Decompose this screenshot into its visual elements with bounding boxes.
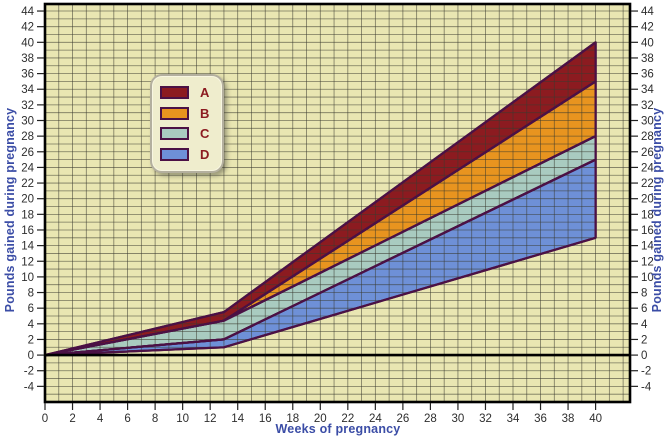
x-tick-label: 24 [369, 413, 382, 425]
y-tick-label-right: 40 [641, 37, 654, 49]
y-tick-label-right: -2 [641, 366, 651, 378]
y-tick-label-left: 28 [21, 131, 34, 143]
y-tick-label-left: 40 [21, 37, 34, 49]
legend-label: A [200, 85, 210, 101]
y-tick-label-left: -4 [24, 381, 35, 393]
y-tick-label-left: 38 [21, 53, 34, 65]
y-tick-label-left: 18 [21, 209, 34, 221]
y-tick-label-right: 8 [641, 288, 647, 300]
legend-swatch-C [160, 127, 189, 141]
y-tick-label-left: 10 [21, 272, 34, 284]
y-tick-label-left: -2 [24, 366, 34, 378]
y-tick-label-left: 2 [28, 334, 34, 346]
y-tick-label-right: 10 [641, 272, 654, 284]
y-tick-label-left: 6 [28, 303, 34, 315]
x-tick-label: 40 [589, 413, 602, 425]
y-tick-label-right: 26 [641, 147, 654, 159]
legend-label: C [200, 126, 210, 142]
x-tick-label: 12 [204, 413, 217, 425]
x-tick-label: 4 [97, 413, 104, 425]
y-tick-label-left: 44 [21, 6, 34, 18]
legend-swatch-B [160, 106, 189, 120]
y-tick-label-left: 4 [28, 319, 35, 331]
tick-marks [37, 10, 638, 410]
y-tick-label-left: 24 [21, 162, 34, 174]
x-tick-label: 18 [286, 413, 299, 425]
legend-item-B: B [160, 106, 214, 121]
y-axis-title-left: Pounds gained during pregnancy [3, 107, 17, 313]
y-tick-label-left: 32 [21, 100, 34, 112]
band-boundary-lines [44, 41, 597, 357]
y-tick-label-left: 20 [21, 194, 34, 206]
y-tick-label-right: 14 [641, 241, 654, 253]
legend-label: D [200, 146, 210, 162]
y-tick-label-left: 8 [28, 288, 34, 300]
legend-item-C: C [160, 126, 214, 141]
y-tick-label-left: 12 [21, 256, 34, 268]
x-tick-label: 34 [507, 413, 520, 425]
y-tick-label-left: 14 [21, 241, 34, 253]
legend-swatch-D [160, 147, 189, 161]
y-tick-label-left: 42 [21, 22, 34, 34]
y-tick-label-right: 32 [641, 100, 654, 112]
x-tick-label: 38 [562, 413, 575, 425]
tick-labels: 0 2 4 6 8 10 12 14 16 18 20 22 24 26 28 30 32 34 36 38 40-4-… [21, 6, 654, 425]
y-tick-label-right: 22 [641, 178, 654, 190]
gridlines [45, 4, 630, 402]
y-tick-label-left: 36 [21, 69, 34, 81]
y-tick-label-left: 16 [21, 225, 34, 237]
y-tick-label-right: 28 [641, 131, 654, 143]
y-tick-label-right: 24 [641, 162, 654, 174]
y-tick-label-right: -4 [641, 381, 652, 393]
y-tick-label-right: 4 [641, 319, 648, 331]
y-tick-label-right: 2 [641, 334, 647, 346]
y-tick-label-right: 20 [641, 194, 654, 206]
y-tick-label-right: 36 [641, 69, 654, 81]
x-tick-label: 16 [259, 413, 272, 425]
legend-item-D: D [160, 147, 214, 162]
x-tick-label: 14 [231, 413, 244, 425]
y-tick-label-right: 18 [641, 209, 654, 221]
y-tick-label-right: 42 [641, 22, 654, 34]
y-tick-label-right: 34 [641, 84, 654, 96]
legend-swatch-A [160, 86, 189, 100]
x-tick-label: 2 [69, 413, 75, 425]
y-axis-title-right: Pounds gained during pregnancy [650, 107, 664, 313]
x-tick-label: 30 [452, 413, 465, 425]
x-tick-label: 22 [341, 413, 354, 425]
x-tick-label: 32 [479, 413, 492, 425]
x-tick-label: 6 [124, 413, 130, 425]
legend-item-A: A [160, 85, 214, 100]
legend-label: B [200, 105, 210, 121]
x-tick-label: 26 [396, 413, 409, 425]
y-tick-label-left: 34 [21, 84, 34, 96]
y-tick-label-right: 6 [641, 303, 647, 315]
y-tick-label-right: 30 [641, 116, 654, 128]
x-tick-label: 0 [42, 413, 48, 425]
x-tick-label: 36 [534, 413, 547, 425]
y-tick-label-left: 30 [21, 116, 34, 128]
x-tick-label: 28 [424, 413, 437, 425]
x-axis-title: Weeks of pregnancy [275, 422, 401, 436]
y-tick-label-right: 44 [641, 6, 654, 18]
y-tick-label-right: 16 [641, 225, 654, 237]
y-tick-label-right: 38 [641, 53, 654, 65]
x-tick-label: 10 [176, 413, 189, 425]
y-tick-label-right: 0 [641, 350, 647, 362]
x-tick-label: 20 [314, 413, 327, 425]
y-tick-label-left: 22 [21, 178, 34, 190]
y-tick-label-left: 0 [28, 350, 34, 362]
y-tick-label-left: 26 [21, 147, 34, 159]
y-tick-label-right: 12 [641, 256, 654, 268]
x-tick-label: 8 [152, 413, 158, 425]
plot-border [43, 2, 632, 404]
